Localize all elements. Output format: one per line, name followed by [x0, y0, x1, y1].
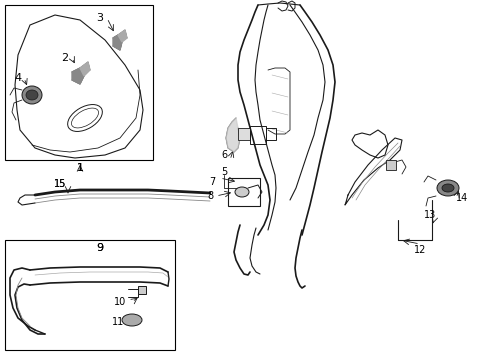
Ellipse shape	[235, 187, 248, 197]
Text: 13: 13	[423, 210, 435, 220]
Text: 14: 14	[455, 193, 467, 203]
Ellipse shape	[26, 90, 38, 100]
Text: 1: 1	[76, 163, 83, 173]
Text: 15: 15	[54, 179, 66, 189]
Text: 2: 2	[61, 53, 68, 63]
Text: 3: 3	[96, 13, 103, 23]
Bar	[265, 128, 275, 140]
Bar	[227, 178, 260, 206]
Text: 10: 10	[114, 297, 126, 307]
Text: 5: 5	[221, 167, 226, 177]
Text: 8: 8	[206, 191, 213, 201]
Ellipse shape	[122, 314, 142, 326]
Text: 1: 1	[76, 163, 83, 173]
Bar	[249, 126, 265, 144]
Bar	[5, 5, 153, 160]
Text: 15: 15	[54, 179, 66, 189]
Bar	[385, 160, 395, 170]
Bar	[238, 128, 249, 140]
Text: 12: 12	[413, 245, 426, 255]
Text: 7: 7	[208, 177, 215, 187]
Ellipse shape	[22, 86, 42, 104]
Ellipse shape	[441, 184, 453, 192]
Ellipse shape	[436, 180, 458, 196]
Text: 9: 9	[96, 243, 103, 253]
Polygon shape	[113, 35, 122, 50]
Text: 9: 9	[96, 243, 103, 253]
Text: 11: 11	[112, 317, 124, 327]
Polygon shape	[118, 30, 127, 42]
Polygon shape	[80, 62, 90, 76]
Bar	[5, 240, 175, 350]
Bar	[138, 286, 146, 294]
Text: 6: 6	[221, 150, 226, 160]
Polygon shape	[225, 118, 240, 152]
Text: 4: 4	[15, 73, 21, 83]
Polygon shape	[72, 68, 84, 84]
